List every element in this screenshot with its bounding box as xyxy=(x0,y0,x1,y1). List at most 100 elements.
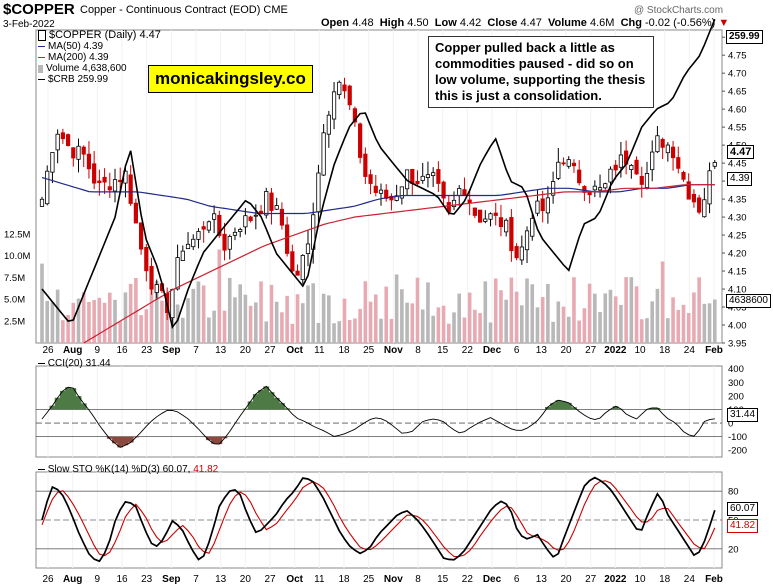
x-axis-label-bottom: Aug xyxy=(63,574,82,585)
x-axis-label-top: 7 xyxy=(193,345,199,356)
candle-body xyxy=(128,174,133,204)
volume-bar xyxy=(201,285,206,343)
x-axis-label-bottom: 24 xyxy=(684,574,696,585)
x-axis-label-bottom: 22 xyxy=(462,574,474,585)
volume-bar xyxy=(327,295,331,343)
volume-bar xyxy=(191,288,196,343)
candle-body xyxy=(650,151,655,171)
volume-bar xyxy=(655,288,660,343)
candle-body xyxy=(295,270,300,276)
candle-body xyxy=(410,168,415,184)
candle-body xyxy=(217,214,222,236)
candle-body xyxy=(180,250,185,261)
x-axis-label-bottom: 13 xyxy=(215,574,227,585)
cci-axis-label: -200 xyxy=(728,446,747,457)
x-axis-label-bottom: 25 xyxy=(363,574,375,585)
volume-bar xyxy=(55,289,60,343)
ma-value-tag: 4.39 xyxy=(727,172,753,186)
candle-body xyxy=(112,179,118,192)
volume-bar xyxy=(149,284,154,343)
candle-body xyxy=(196,231,201,240)
candle-body xyxy=(39,198,45,207)
candle-body xyxy=(451,199,457,208)
x-axis-label-bottom: 6 xyxy=(514,574,520,585)
candle-body xyxy=(305,243,311,254)
volume-bar xyxy=(368,301,373,343)
crb-value-tag: 259.99 xyxy=(726,30,763,44)
candle-body xyxy=(71,147,76,159)
candle-body xyxy=(243,215,248,228)
candle-body xyxy=(290,251,295,272)
sto-d-line xyxy=(41,480,716,558)
candle-body xyxy=(597,187,603,191)
volume-bar xyxy=(259,281,263,343)
volume-bar xyxy=(295,294,300,343)
sto-d-value-tag: 41.82 xyxy=(727,519,759,533)
volume-bar xyxy=(45,301,50,343)
volume-bar xyxy=(353,318,357,343)
brand-label: monicakingsley.co xyxy=(148,65,313,93)
annotation-box: Copper pulled back a little as commoditi… xyxy=(428,36,654,108)
close-value: 4.47 xyxy=(520,17,542,29)
volume-bar xyxy=(436,307,441,343)
volume-bar xyxy=(243,294,248,343)
volume-bar xyxy=(462,317,467,343)
volume-bar xyxy=(269,284,274,343)
volume-bar xyxy=(457,293,462,343)
legend-ma200-label: MA(200) 4.39 xyxy=(48,52,109,63)
volume-bar xyxy=(379,318,383,343)
volume-bar xyxy=(546,283,550,343)
volume-bar xyxy=(624,277,628,343)
candle-body xyxy=(582,186,587,193)
candle-body xyxy=(149,265,154,290)
volume-bar xyxy=(154,281,159,343)
volume-bar xyxy=(697,277,701,343)
cci-axis-label: 0 xyxy=(728,419,733,430)
down-arrow-icon: ▼ xyxy=(718,17,730,29)
candle-body xyxy=(566,159,571,167)
price-axis-label: 4.65 xyxy=(728,87,747,98)
price-panel-frame xyxy=(35,29,723,344)
chart-date: 3-Feb-2022 xyxy=(3,19,55,30)
price-axis-label: 4.70 xyxy=(728,69,747,80)
candle-body xyxy=(415,180,420,185)
candle-body xyxy=(420,175,425,181)
x-axis-label-bottom: 13 xyxy=(536,574,548,585)
candle-body xyxy=(50,152,55,173)
candle-body xyxy=(321,132,326,176)
volume-bar xyxy=(410,303,415,343)
candle-body xyxy=(358,123,363,158)
sto-title-label: Slow STO %K(14) %D(3) 60.07, xyxy=(47,464,191,475)
candle-body xyxy=(702,199,707,218)
price-axis-label: 4.75 xyxy=(728,51,747,62)
x-axis-label-top: 18 xyxy=(659,345,671,356)
volume-bar xyxy=(598,312,602,343)
candle-body xyxy=(697,197,702,213)
candle-body xyxy=(300,255,305,280)
candle-body xyxy=(712,162,717,167)
volume-bar xyxy=(452,312,456,343)
price-axis-label: 4.60 xyxy=(728,105,747,116)
cci-title-label: CCI(20) 31.44 xyxy=(47,358,111,369)
candle-body xyxy=(545,197,550,214)
close-value-tag: 4.47 xyxy=(727,145,755,159)
close-label: Close xyxy=(487,17,518,29)
candle-body xyxy=(86,153,92,170)
volume-bar xyxy=(128,283,133,343)
candle-body xyxy=(608,168,613,183)
cci-panel-frame xyxy=(35,365,723,458)
volume-bar xyxy=(76,298,81,343)
volume-bar xyxy=(420,309,425,343)
legend-ma200: MA(200) 4.39 xyxy=(38,52,161,63)
candle-body xyxy=(92,163,97,184)
legend-volume-label: Volume 4,638,600 xyxy=(46,63,127,74)
candle-body xyxy=(274,205,279,210)
candle-body xyxy=(556,161,561,179)
x-axis-label-top: Sep xyxy=(162,345,180,356)
volume-bar xyxy=(514,291,519,343)
x-axis-label-top: 23 xyxy=(141,345,153,356)
candle-body xyxy=(540,198,545,212)
candle-body xyxy=(483,218,488,222)
volume-bar xyxy=(504,299,508,343)
volume-bar xyxy=(248,305,253,343)
